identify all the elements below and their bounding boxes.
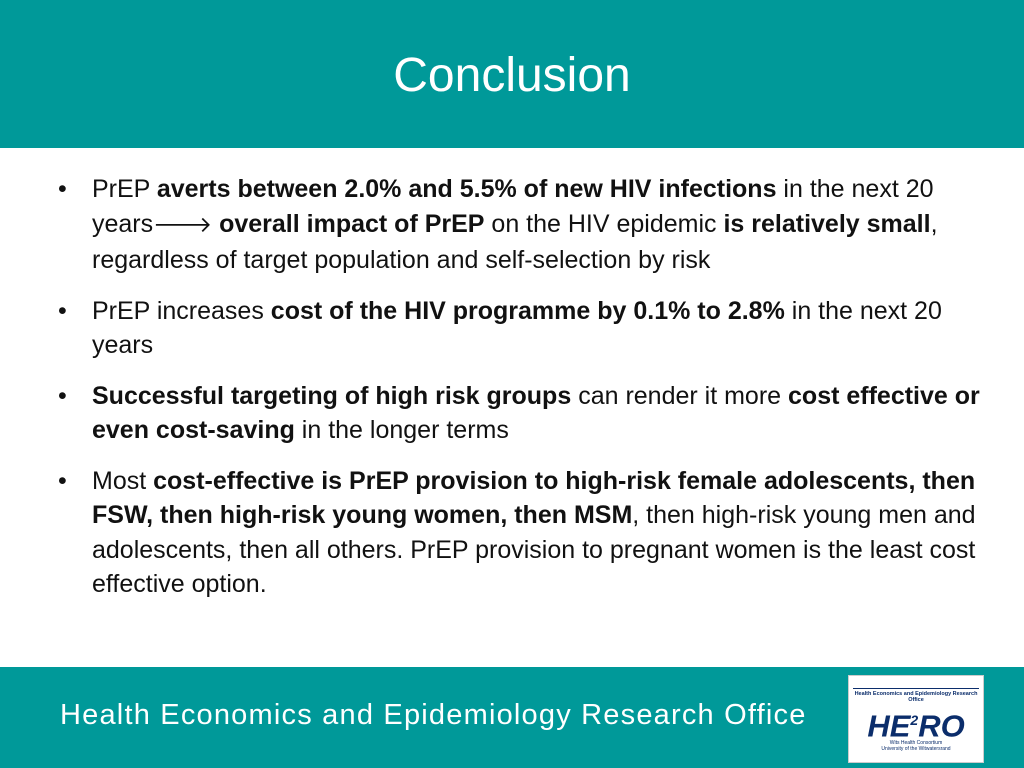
bullet-text: in the next 20 years (92, 175, 934, 238)
bullet-emphasis: Successful targeting of high risk groups (92, 381, 572, 410)
bullet-text: , then high-risk young men and adolescen… (92, 501, 976, 598)
logo-bottom-line-1: Wits Health Consortium (889, 740, 943, 746)
bullet-item-4: • Most cost-effective is PrEP provision … (56, 464, 986, 602)
logo-top-text: Health Economics and Epidemiology Resear… (853, 688, 979, 703)
bullet-text: Most (92, 466, 154, 495)
logo-bottom-text: Wits Health Consortium University of the… (853, 740, 979, 752)
logo-wordmark-part: RO (918, 708, 965, 744)
bullet-marker: • (58, 381, 67, 410)
bullet-marker: • (58, 466, 67, 495)
bullet-text: , regardless of target population and se… (92, 209, 938, 275)
bullet-marker: • (58, 175, 67, 203)
footer-bar: Health Economics and Epidemiology Resear… (0, 667, 1024, 768)
logo-wordmark-part: HE (867, 708, 911, 744)
bullet-list: • PrEP averts between 2.0% and 5.5% of n… (56, 172, 986, 618)
bullet-text: PrEP (92, 175, 157, 203)
slide-title: Conclusion (393, 49, 631, 102)
bullet-text: can render it more (571, 381, 789, 410)
logo-wordmark: HE2RO (849, 703, 983, 743)
arrow-right-icon: 🡒 (153, 212, 213, 238)
bullet-item-2: • PrEP increases cost of the HIV program… (56, 294, 986, 363)
bullet-emphasis: overall impact of PrEP (219, 209, 485, 238)
bullet-emphasis: averts between 2.0% and 5.5% of new HIV … (156, 175, 777, 203)
bullet-emphasis: cost effective or even cost-saving (92, 381, 980, 445)
header-bar: Conclusion (0, 0, 1024, 148)
bullet-text: in the next 20 years (92, 296, 942, 360)
bullet-emphasis: is relatively small (723, 209, 931, 238)
footer-organization-name: Health Economics and Epidemiology Resear… (60, 699, 807, 731)
bullet-item-1: • PrEP averts between 2.0% and 5.5% of n… (56, 172, 986, 278)
bullet-emphasis: cost-effective is PrEP provision to high… (92, 466, 976, 530)
bullet-emphasis: cost of the HIV programme by 0.1% to 2.8… (270, 296, 785, 325)
hero-logo: Health Economics and Epidemiology Resear… (848, 675, 984, 763)
logo-bottom-line-2: University of the Witwatersrand (881, 746, 951, 752)
bullet-marker: • (58, 296, 67, 325)
bullet-text: PrEP increases (92, 296, 271, 325)
bullet-text: in the longer terms (294, 416, 509, 444)
logo-wordmark-superscript: 2 (910, 712, 919, 728)
bullet-item-3: • Successful targeting of high risk grou… (56, 379, 986, 448)
bullet-text: on the HIV epidemic (484, 209, 724, 238)
